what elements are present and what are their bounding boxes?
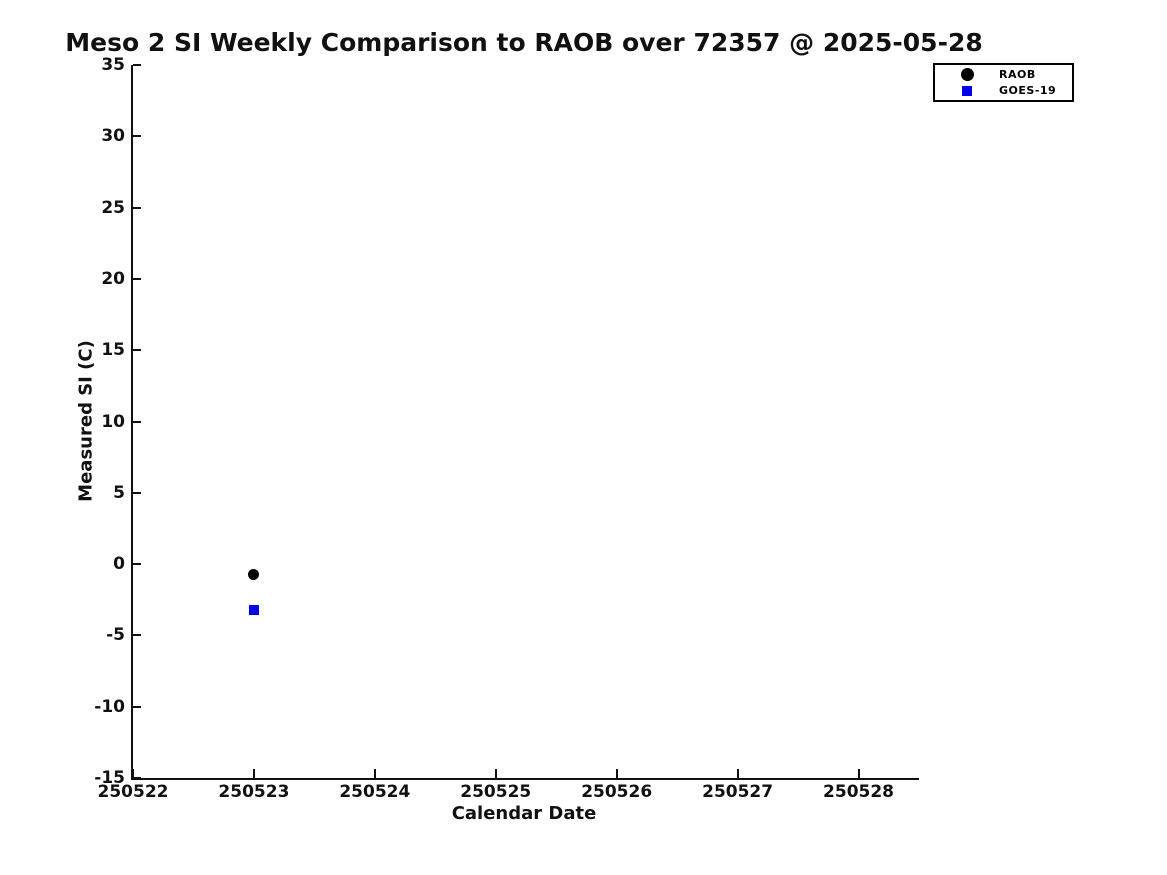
x-axis-label: Calendar Date — [451, 803, 597, 824]
y-tick-label: 10 — [101, 411, 125, 432]
y-tick-label: 35 — [101, 55, 125, 75]
legend-item: RAOB — [935, 67, 1072, 82]
y-tick-mark — [133, 705, 141, 708]
x-tick-mark — [252, 769, 255, 778]
x-tick-mark — [132, 769, 134, 778]
x-tick-label: 250526 — [581, 782, 653, 802]
x-tick-mark — [736, 769, 739, 778]
legend: RAOB GOES-19 — [933, 63, 1074, 102]
goes-19-square-marker-icon — [962, 85, 972, 96]
y-tick-label: 25 — [101, 197, 125, 218]
y-tick-mark — [133, 135, 141, 138]
x-tick-label: 250528 — [823, 782, 895, 802]
x-tick-label: 250525 — [460, 782, 532, 802]
y-tick-label: -10 — [94, 696, 125, 717]
y-tick-label: 30 — [101, 126, 125, 147]
y-tick-mark — [133, 777, 141, 779]
y-tick-label: -5 — [106, 625, 125, 646]
chart-title: Meso 2 SI Weekly Comparison to RAOB over… — [65, 28, 983, 57]
y-tick-mark — [133, 634, 141, 637]
y-tick-mark — [133, 563, 141, 566]
y-tick-mark — [133, 491, 141, 494]
data-point-raob — [248, 568, 260, 580]
legend-item: GOES-19 — [935, 83, 1072, 98]
y-tick-label: 15 — [101, 340, 125, 361]
legend-marker-cell — [935, 68, 999, 81]
y-tick-mark — [133, 420, 141, 423]
y-tick-mark — [133, 349, 141, 352]
data-point-goes-19 — [248, 604, 259, 615]
x-tick-mark — [615, 769, 618, 778]
x-tick-mark — [373, 769, 376, 778]
x-tick-label: 250522 — [97, 782, 169, 802]
legend-marker-cell — [935, 85, 999, 96]
legend-label: RAOB — [999, 68, 1036, 81]
x-tick-label: 250523 — [218, 782, 290, 802]
x-tick-label: 250527 — [702, 782, 774, 802]
y-tick-mark — [133, 206, 141, 209]
y-tick-label: 0 — [113, 554, 125, 575]
y-tick-mark — [133, 64, 141, 66]
y-tick-label: -15 — [94, 768, 125, 788]
x-tick-mark — [857, 769, 860, 778]
raob-circle-marker-icon — [960, 68, 974, 81]
y-axis-label: Measured SI (C) — [75, 340, 97, 502]
y-tick-label: 5 — [113, 482, 125, 503]
y-tick-label: 20 — [101, 268, 125, 289]
plot-area: 35 30 25 20 15 10 5 0 -5 -10 -15 250522 250523 250524… — [94, 55, 919, 802]
x-tick-mark — [494, 769, 497, 778]
y-tick-mark — [133, 277, 141, 280]
x-tick-label: 250524 — [339, 782, 411, 802]
legend-label: GOES-19 — [999, 84, 1057, 97]
